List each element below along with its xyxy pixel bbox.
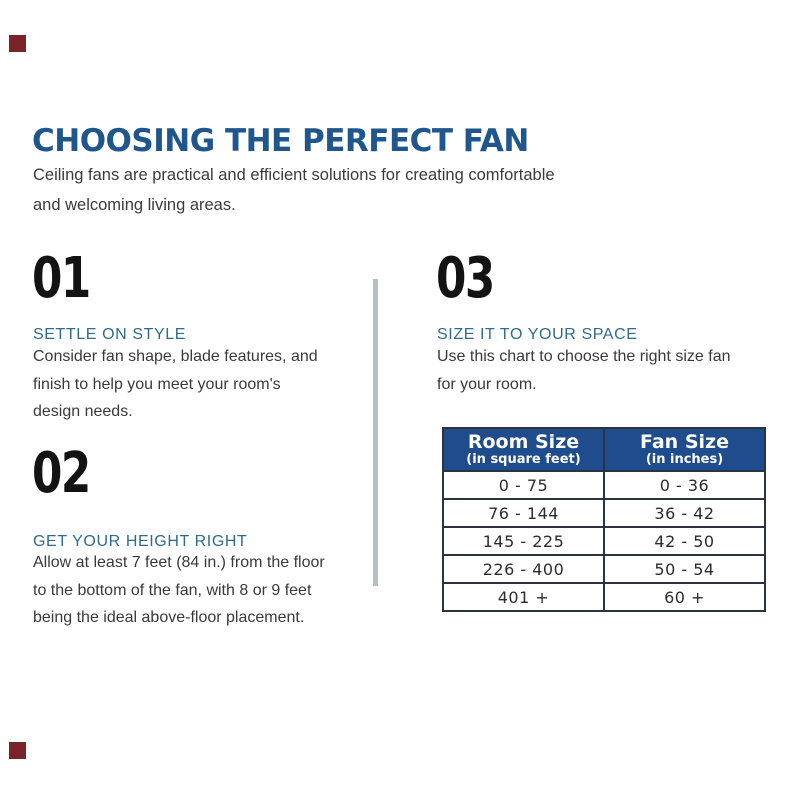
room-size-cell: 76 - 144 xyxy=(442,498,605,528)
fan-size-cell: 42 - 50 xyxy=(603,526,766,556)
accent-square-bottom xyxy=(9,742,26,759)
step-2-body-line-1: Allow at least 7 feet (84 in.) from the … xyxy=(33,554,325,571)
fan-size-cell: 0 - 36 xyxy=(603,470,766,500)
step-3-heading: SIZE IT TO YOUR SPACE xyxy=(437,326,638,343)
room-size-cell: 0 - 75 xyxy=(442,470,605,500)
size-chart-header-row: Room Size (in square feet) Fan Size (in … xyxy=(442,427,766,472)
fan-size-cell: 36 - 42 xyxy=(603,498,766,528)
page-title: CHOOSING THE PERFECT FAN xyxy=(32,123,529,159)
room-size-cell: 401 + xyxy=(442,582,605,612)
fan-size-cell: 60 + xyxy=(603,582,766,612)
room-size-cell: 226 - 400 xyxy=(442,554,605,584)
intro-line-2: and welcoming living areas. xyxy=(33,196,236,214)
room-size-sublabel: (in square feet) xyxy=(466,452,581,467)
table-row: 145 - 225 42 - 50 xyxy=(442,526,766,556)
room-size-label: Room Size xyxy=(467,431,580,453)
step-3-body: Use this chart to choose the right size … xyxy=(437,343,730,398)
table-row: 0 - 75 0 - 36 xyxy=(442,470,766,500)
step-2-heading: GET YOUR HEIGHT RIGHT xyxy=(33,533,248,550)
step-3-body-line-1: Use this chart to choose the right size … xyxy=(437,348,731,365)
intro-line-1: Ceiling fans are practical and efficient… xyxy=(33,166,555,184)
step-1-number: 01 xyxy=(32,246,91,311)
step-2-body-line-2: to the bottom of the fan, with 8 or 9 fe… xyxy=(33,581,312,599)
fan-size-sublabel: (in inches) xyxy=(645,452,724,467)
table-row: 226 - 400 50 - 54 xyxy=(442,554,766,584)
table-row: 401 + 60 + xyxy=(442,582,766,612)
step-1-body: Consider fan shape, blade features, and … xyxy=(33,343,318,426)
fan-size-cell: 50 - 54 xyxy=(603,554,766,584)
size-chart-table: Room Size (in square feet) Fan Size (in … xyxy=(442,427,766,612)
step-2-body-line-3: being the ideal above-floor placement. xyxy=(33,609,305,626)
accent-square-top xyxy=(9,35,26,52)
step-3-body-line-2: for your room. xyxy=(437,375,537,393)
step-1-heading: SETTLE ON STYLE xyxy=(33,326,187,343)
fan-size-column-header: Fan Size (in inches) xyxy=(603,427,766,472)
step-1-body-line-3: design needs. xyxy=(33,403,133,420)
size-chart: Room Size (in square feet) Fan Size (in … xyxy=(442,427,766,612)
step-3-number: 03 xyxy=(436,246,495,311)
step-2-number: 02 xyxy=(32,441,91,506)
fan-size-label: Fan Size xyxy=(640,431,729,453)
room-size-cell: 145 - 225 xyxy=(442,526,605,556)
step-1-body-line-2: finish to help you meet your room's xyxy=(33,375,281,393)
step-2-body: Allow at least 7 feet (84 in.) from the … xyxy=(33,549,325,632)
step-1-body-line-1: Consider fan shape, blade features, and xyxy=(33,348,318,365)
column-divider xyxy=(373,279,378,586)
intro-text: Ceiling fans are practical and efficient… xyxy=(33,160,555,220)
room-size-column-header: Room Size (in square feet) xyxy=(442,427,605,472)
table-row: 76 - 144 36 - 42 xyxy=(442,498,766,528)
